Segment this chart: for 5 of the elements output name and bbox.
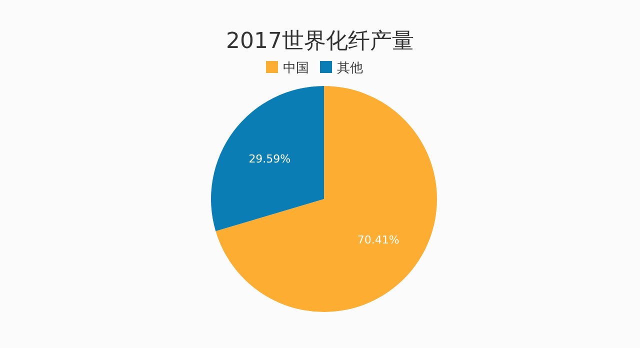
legend-label: 其他 xyxy=(337,61,363,76)
legend-label: 中国 xyxy=(283,61,309,76)
data-label: 29.59% xyxy=(248,152,291,166)
data-label: 70.41% xyxy=(357,234,400,247)
chart-title: 2017世界化纤产量 xyxy=(226,29,414,54)
